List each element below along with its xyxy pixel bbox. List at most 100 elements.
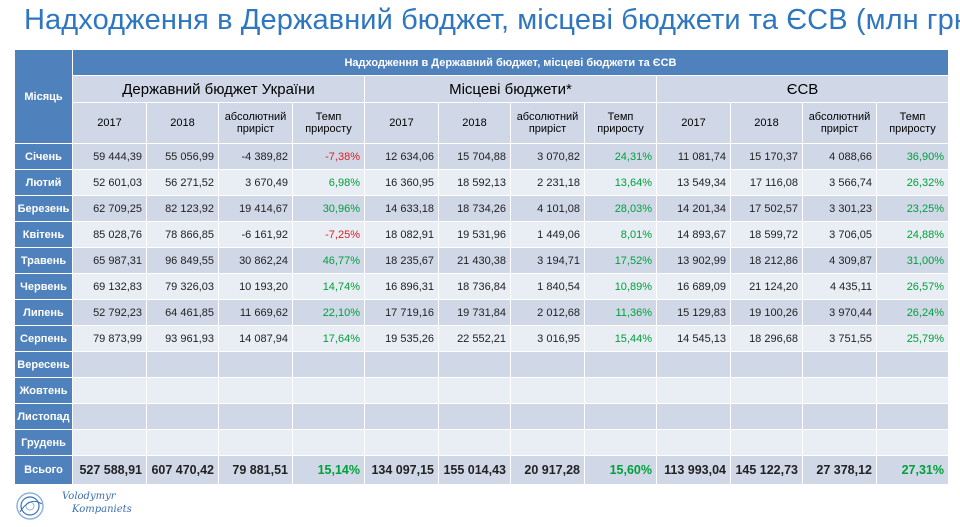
value-cell <box>146 403 219 430</box>
value-cell <box>146 377 219 404</box>
value-cell <box>730 429 803 456</box>
value-cell: 4 435,11 <box>802 273 877 300</box>
total-row: Всього 527 588,91 607 470,42 79 881,51 15,14… <box>14 455 949 485</box>
value-cell: 18 592,13 <box>438 169 511 196</box>
value-cell: 17 719,16 <box>364 299 439 326</box>
column-header: 2018 <box>438 102 511 144</box>
revenue-table: Місяць Надходження в Державний бюджет, м… <box>14 49 949 485</box>
value-cell <box>438 351 511 378</box>
value-cell: -4 389,82 <box>218 143 293 170</box>
column-header: абсолютний приріст <box>218 102 293 144</box>
value-cell <box>218 403 293 430</box>
value-cell <box>218 429 293 456</box>
value-cell <box>510 377 585 404</box>
value-cell: 79 326,03 <box>146 273 219 300</box>
growth-rate-cell <box>292 403 365 430</box>
value-cell: 134 097,15 <box>364 455 439 485</box>
value-cell <box>656 351 731 378</box>
table-row: Лютий 52 601,03 56 271,52 3 670,49 6,98% 16 3… <box>14 169 949 196</box>
value-cell <box>730 403 803 430</box>
value-cell: 85 028,76 <box>72 221 147 248</box>
value-cell: -6 161,92 <box>218 221 293 248</box>
value-cell: 14 633,18 <box>364 195 439 222</box>
growth-rate-cell: 14,74% <box>292 273 365 300</box>
value-cell: 17 116,08 <box>730 169 803 196</box>
growth-rate-cell: 31,00% <box>876 247 949 274</box>
value-cell: 79 881,51 <box>218 455 293 485</box>
value-cell: 16 689,09 <box>656 273 731 300</box>
growth-rate-cell: 24,88% <box>876 221 949 248</box>
month-cell: Червень <box>14 273 73 300</box>
value-cell <box>364 429 439 456</box>
value-cell: 21 430,38 <box>438 247 511 274</box>
value-cell: 18 599,72 <box>730 221 803 248</box>
growth-rate-cell <box>292 429 365 456</box>
value-cell: 19 535,26 <box>364 325 439 352</box>
value-cell <box>510 429 585 456</box>
value-cell: 56 271,52 <box>146 169 219 196</box>
column-header: абсолютний приріст <box>802 102 877 144</box>
value-cell <box>438 377 511 404</box>
value-cell: 145 122,73 <box>730 455 803 485</box>
value-cell <box>802 429 877 456</box>
value-cell: 607 470,42 <box>146 455 219 485</box>
value-cell: 27 378,12 <box>802 455 877 485</box>
growth-rate-cell <box>584 403 657 430</box>
growth-rate-cell: 8,01% <box>584 221 657 248</box>
column-header: 2018 <box>146 102 219 144</box>
value-cell <box>364 377 439 404</box>
logo: Volodymyr Kompaniets <box>14 490 132 522</box>
growth-rate-cell: 36,90% <box>876 143 949 170</box>
value-cell <box>218 377 293 404</box>
growth-rate-cell: 28,03% <box>584 195 657 222</box>
column-header: Темп приросту <box>292 102 365 144</box>
value-cell: 3 016,95 <box>510 325 585 352</box>
value-cell: 4 309,87 <box>802 247 877 274</box>
value-cell <box>72 429 147 456</box>
value-cell: 18 235,67 <box>364 247 439 274</box>
growth-rate-cell <box>876 403 949 430</box>
growth-rate-cell: 46,77% <box>292 247 365 274</box>
value-cell <box>364 351 439 378</box>
growth-rate-cell: 15,14% <box>292 455 365 485</box>
value-cell: 62 709,25 <box>72 195 147 222</box>
value-cell: 20 917,28 <box>510 455 585 485</box>
value-cell: 18 734,26 <box>438 195 511 222</box>
value-cell: 3 751,55 <box>802 325 877 352</box>
value-cell <box>656 403 731 430</box>
value-cell: 52 601,03 <box>72 169 147 196</box>
column-header: Темп приросту <box>876 102 949 144</box>
table-row: Серпень 79 873,99 93 961,93 14 087,94 17,64%… <box>14 325 949 352</box>
value-cell: 3 566,74 <box>802 169 877 196</box>
month-cell: Березень <box>14 195 73 222</box>
value-cell <box>510 351 585 378</box>
month-cell: Серпень <box>14 325 73 352</box>
value-cell: 155 014,43 <box>438 455 511 485</box>
growth-rate-cell: 17,52% <box>584 247 657 274</box>
value-cell <box>438 429 511 456</box>
value-cell: 12 634,06 <box>364 143 439 170</box>
value-cell: 14 893,67 <box>656 221 731 248</box>
value-cell <box>146 429 219 456</box>
value-cell: 15 704,88 <box>438 143 511 170</box>
value-cell: 11 669,62 <box>218 299 293 326</box>
value-cell: 93 961,93 <box>146 325 219 352</box>
value-cell: 65 987,31 <box>72 247 147 274</box>
growth-rate-cell <box>584 351 657 378</box>
table-row: Вересень <box>14 351 949 378</box>
month-cell: Квітень <box>14 221 73 248</box>
value-cell: 18 296,68 <box>730 325 803 352</box>
growth-rate-cell: 6,98% <box>292 169 365 196</box>
value-cell: 1 449,06 <box>510 221 585 248</box>
growth-rate-cell: 30,96% <box>292 195 365 222</box>
value-cell: 19 100,26 <box>730 299 803 326</box>
value-cell: 30 862,24 <box>218 247 293 274</box>
growth-rate-cell <box>292 377 365 404</box>
column-header: 2017 <box>72 102 147 144</box>
column-header: абсолютний приріст <box>510 102 585 144</box>
value-cell: 11 081,74 <box>656 143 731 170</box>
value-cell: 69 132,83 <box>72 273 147 300</box>
table-row: Травень 65 987,31 96 849,55 30 862,24 46,77%… <box>14 247 949 274</box>
value-cell <box>730 377 803 404</box>
growth-rate-cell: 26,32% <box>876 169 949 196</box>
